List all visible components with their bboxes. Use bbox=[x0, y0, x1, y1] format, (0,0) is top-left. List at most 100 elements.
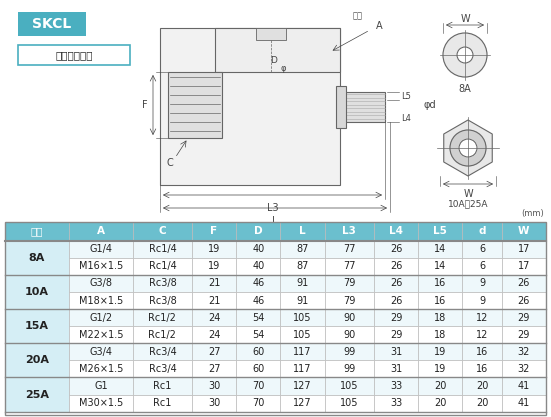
Text: 14: 14 bbox=[434, 244, 446, 254]
Bar bbox=[280, 360, 325, 377]
Text: G3/4: G3/4 bbox=[89, 347, 112, 357]
Bar bbox=[133, 222, 192, 241]
Bar bbox=[133, 292, 192, 309]
Text: 26: 26 bbox=[518, 279, 530, 289]
Text: 26: 26 bbox=[390, 261, 402, 271]
Text: W: W bbox=[460, 14, 470, 24]
Bar bbox=[5, 275, 69, 309]
Text: 87: 87 bbox=[296, 261, 309, 271]
Bar bbox=[374, 241, 418, 258]
Text: C: C bbox=[159, 226, 166, 236]
Text: 17: 17 bbox=[518, 244, 530, 254]
Bar bbox=[462, 222, 502, 241]
Text: 105: 105 bbox=[340, 398, 359, 408]
Text: 70: 70 bbox=[252, 398, 264, 408]
Text: 46: 46 bbox=[252, 296, 264, 306]
Text: 20A: 20A bbox=[25, 355, 49, 365]
Bar bbox=[502, 360, 546, 377]
Bar bbox=[502, 377, 546, 394]
Circle shape bbox=[459, 139, 477, 157]
Text: 18: 18 bbox=[434, 330, 446, 340]
Text: 6: 6 bbox=[479, 261, 485, 271]
Text: 29: 29 bbox=[390, 330, 402, 340]
Bar bbox=[69, 343, 133, 360]
Bar bbox=[18, 45, 130, 65]
Bar bbox=[418, 222, 462, 241]
Text: 91: 91 bbox=[296, 296, 309, 306]
Text: 20: 20 bbox=[476, 381, 488, 391]
Text: 33: 33 bbox=[390, 381, 402, 391]
Bar bbox=[192, 309, 236, 326]
Bar bbox=[462, 394, 502, 412]
Text: 32: 32 bbox=[518, 347, 530, 357]
Bar bbox=[325, 394, 374, 412]
Text: 127: 127 bbox=[293, 398, 312, 408]
Circle shape bbox=[450, 130, 486, 166]
Text: 10A: 10A bbox=[25, 287, 49, 297]
Bar bbox=[236, 326, 280, 343]
Bar bbox=[418, 241, 462, 258]
Bar bbox=[462, 326, 502, 343]
Bar bbox=[462, 292, 502, 309]
Bar bbox=[69, 309, 133, 326]
Bar bbox=[502, 343, 546, 360]
Bar bbox=[325, 241, 374, 258]
Bar bbox=[280, 377, 325, 394]
Text: 24: 24 bbox=[208, 330, 220, 340]
Text: 19: 19 bbox=[434, 364, 446, 374]
Bar bbox=[418, 275, 462, 292]
Bar bbox=[69, 241, 133, 258]
Text: 12: 12 bbox=[476, 313, 488, 323]
Bar bbox=[5, 377, 69, 412]
Bar bbox=[5, 222, 546, 415]
Bar bbox=[325, 377, 374, 394]
Bar bbox=[18, 12, 86, 36]
Text: L5: L5 bbox=[433, 226, 447, 236]
Text: 25A: 25A bbox=[25, 389, 49, 399]
Bar bbox=[374, 222, 418, 241]
Bar bbox=[133, 394, 192, 412]
Bar bbox=[374, 292, 418, 309]
Bar bbox=[236, 309, 280, 326]
Bar bbox=[69, 222, 133, 241]
Text: 60: 60 bbox=[252, 347, 264, 357]
Bar bbox=[133, 360, 192, 377]
Bar bbox=[418, 394, 462, 412]
Bar bbox=[69, 292, 133, 309]
Bar bbox=[133, 258, 192, 275]
Text: 20: 20 bbox=[434, 381, 446, 391]
Text: 14: 14 bbox=[434, 261, 446, 271]
Bar bbox=[280, 326, 325, 343]
Text: 16: 16 bbox=[434, 296, 446, 306]
Text: 105: 105 bbox=[340, 381, 359, 391]
Bar bbox=[462, 360, 502, 377]
Text: 31: 31 bbox=[390, 347, 402, 357]
Text: L3: L3 bbox=[342, 226, 356, 236]
Bar bbox=[502, 292, 546, 309]
Text: Rc3/4: Rc3/4 bbox=[149, 347, 176, 357]
Bar bbox=[236, 275, 280, 292]
Bar bbox=[502, 326, 546, 343]
Bar bbox=[280, 241, 325, 258]
Text: M16×1.5: M16×1.5 bbox=[79, 261, 123, 271]
Bar bbox=[374, 326, 418, 343]
Text: L4: L4 bbox=[401, 113, 411, 123]
Text: 19: 19 bbox=[434, 347, 446, 357]
Text: 31: 31 bbox=[390, 364, 402, 374]
Bar bbox=[5, 241, 69, 275]
Bar bbox=[418, 343, 462, 360]
Bar bbox=[5, 343, 69, 377]
Text: 6: 6 bbox=[479, 244, 485, 254]
Text: Rc1: Rc1 bbox=[153, 381, 171, 391]
Bar bbox=[462, 377, 502, 394]
Bar bbox=[69, 258, 133, 275]
Text: 27: 27 bbox=[208, 347, 220, 357]
Bar bbox=[325, 292, 374, 309]
Bar bbox=[418, 377, 462, 394]
Bar bbox=[69, 360, 133, 377]
Text: 20: 20 bbox=[476, 398, 488, 408]
Bar bbox=[236, 343, 280, 360]
Bar bbox=[280, 258, 325, 275]
Text: Rc1/4: Rc1/4 bbox=[149, 244, 176, 254]
Bar bbox=[280, 292, 325, 309]
